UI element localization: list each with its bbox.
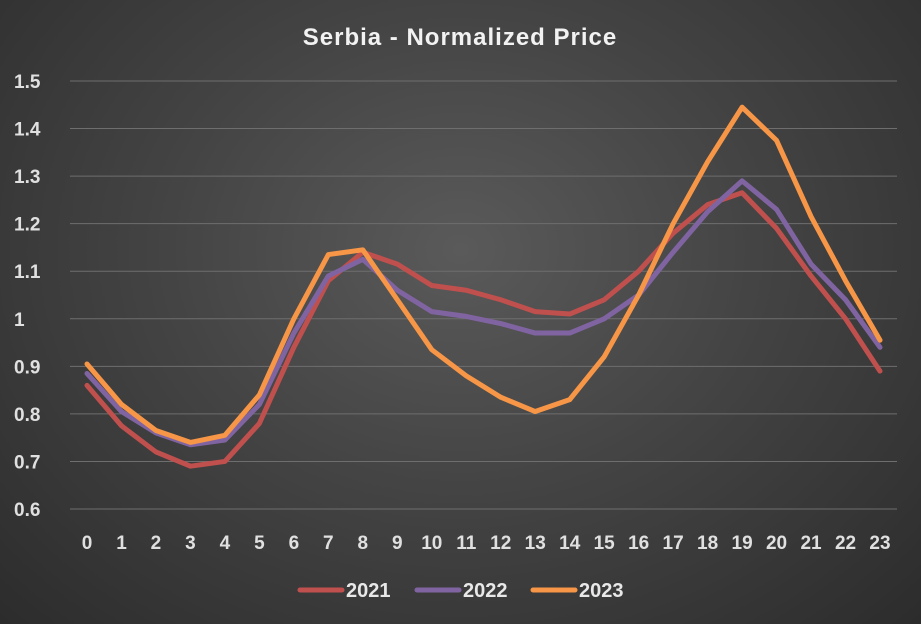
x-tick-label: 9 — [392, 533, 403, 554]
x-tick-label: 19 — [732, 533, 753, 554]
y-tick-label: 1.3 — [14, 167, 40, 188]
series-lines — [84, 104, 883, 469]
x-tick-label: 20 — [766, 533, 787, 554]
y-axis-ticks: 1.5 1.4 1.3 1.2 1.1 1 0.9 0.8 0.7 0.6 — [14, 72, 41, 521]
x-tick-label: 3 — [185, 533, 196, 554]
x-tick-label: 17 — [663, 533, 684, 554]
x-tick-label: 12 — [490, 533, 511, 554]
x-tick-label: 4 — [220, 533, 231, 554]
x-tick-label: 0 — [82, 533, 93, 554]
x-tick-label: 13 — [525, 533, 546, 554]
x-tick-label: 8 — [358, 533, 369, 554]
x-tick-label: 16 — [628, 533, 649, 554]
x-tick-label: 15 — [594, 533, 616, 554]
series-line-2023 — [84, 104, 883, 445]
legend-label: 2023 — [579, 580, 624, 602]
y-tick-label: 1 — [14, 310, 25, 331]
x-tick-label: 18 — [697, 533, 718, 554]
x-tick-label: 7 — [323, 533, 334, 554]
x-tick-label: 14 — [559, 533, 581, 554]
y-tick-label: 0.8 — [14, 405, 40, 426]
x-tick-label: 23 — [869, 533, 890, 554]
x-tick-label: 21 — [800, 533, 822, 554]
x-tick-label: 1 — [116, 533, 127, 554]
chart-title: Serbia - Normalized Price — [303, 24, 617, 51]
y-tick-label: 0.6 — [14, 500, 40, 521]
x-tick-label: 11 — [456, 533, 477, 554]
x-tick-label: 10 — [421, 533, 442, 554]
y-tick-label: 0.7 — [14, 452, 40, 473]
y-tick-label: 0.9 — [14, 357, 40, 378]
x-axis-ticks: 0 1 2 3 4 5 6 7 8 9 10 11 12 13 14 15 16 17 18 19 20 21 22 23 — [82, 533, 891, 554]
x-tick-label: 6 — [289, 533, 300, 554]
series-line-2021 — [84, 190, 883, 469]
y-tick-label: 1.4 — [14, 120, 41, 141]
x-tick-label: 2 — [151, 533, 162, 554]
y-tick-label: 1.5 — [14, 72, 41, 93]
y-tick-label: 1.1 — [14, 262, 41, 283]
legend: 2021 2022 2023 — [297, 580, 624, 602]
legend-label: 2021 — [346, 580, 391, 602]
y-tick-label: 1.2 — [14, 215, 40, 236]
x-tick-label: 22 — [835, 533, 856, 554]
legend-label: 2022 — [463, 580, 508, 602]
series-line-2022 — [84, 178, 883, 448]
x-tick-label: 5 — [254, 533, 265, 554]
